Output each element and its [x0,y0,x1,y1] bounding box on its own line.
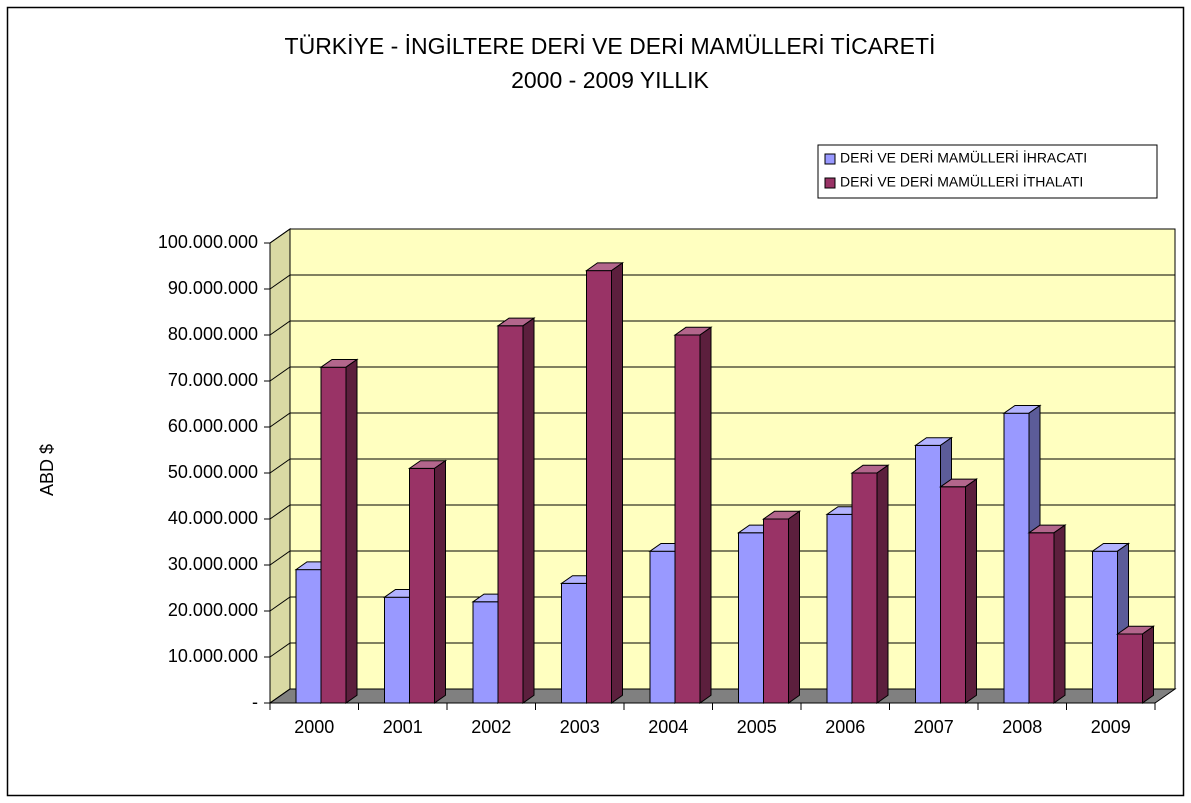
bar [1003,412,1030,704]
bar [826,513,853,704]
bar [940,486,966,704]
bar-side [434,459,446,704]
bar [497,325,524,704]
bar-side [876,464,889,704]
x-tick-label: 2006 [825,717,865,737]
bar [295,569,322,704]
legend-swatch [824,177,836,189]
bar [1028,532,1055,704]
bar [1117,633,1143,704]
y-tick-label: 50.000.000 [168,462,258,482]
chart-title: TÜRKİYE - İNGİLTERE DERİ VE DERİ MAMÜLLE… [285,33,936,59]
bar [384,596,410,704]
bar [915,444,941,704]
bar-side [1142,625,1154,704]
bar [561,582,587,704]
y-tick-label: 30.000.000 [168,554,258,574]
x-tick-label: 2002 [471,717,511,737]
grid-line [269,366,1175,382]
bar-side [1053,524,1066,704]
legend-label: DERİ VE DERİ MAMÜLLERİ İTHALATI [840,173,1083,190]
x-tick-label: 2004 [648,717,688,737]
legend-swatch [824,153,836,165]
bar-side [965,478,977,704]
bar [320,366,347,704]
bar-side [611,261,623,704]
bar [586,270,612,704]
bar [674,334,701,704]
bar-side [699,326,712,704]
y-tick-label: 90.000.000 [168,278,258,298]
bar [472,601,499,704]
x-tick-label: 2003 [560,717,600,737]
y-tick-label: 10.000.000 [168,646,258,666]
x-tick-label: 2008 [1002,717,1042,737]
grid-line [269,458,1175,474]
x-tick-label: 2000 [294,717,334,737]
bar [1092,550,1118,704]
bar [738,532,764,704]
legend-label: DERİ VE DERİ MAMÜLLERİ İHRACATI [840,149,1087,166]
bar-side [788,510,800,704]
chart-subtitle: 2000 - 2009 YILLIK [511,67,709,93]
bar [763,518,789,704]
y-tick-label: 70.000.000 [168,370,258,390]
bar-side [522,317,535,704]
legend-box [817,144,1158,199]
x-tick-label: 2009 [1091,717,1131,737]
y-tick-label: 80.000.000 [168,324,258,344]
grid-line [269,412,1175,428]
x-tick-label: 2005 [737,717,777,737]
grid-line [269,274,1175,290]
bar-side [345,358,358,704]
y-tick-label: 100.000.000 [158,232,258,252]
y-tick-label: 40.000.000 [168,508,258,528]
x-tick-label: 2007 [914,717,954,737]
grid-line [269,228,1175,244]
grid-line [269,320,1175,336]
y-tick-label: 60.000.000 [168,416,258,436]
y-tick-label: 20.000.000 [168,600,258,620]
x-tick-label: 2001 [383,717,423,737]
bar [409,467,435,704]
y-tick-label: - [252,692,258,712]
bar [851,472,878,704]
bar [649,550,676,704]
y-axis-label: ABD $ [37,444,57,496]
